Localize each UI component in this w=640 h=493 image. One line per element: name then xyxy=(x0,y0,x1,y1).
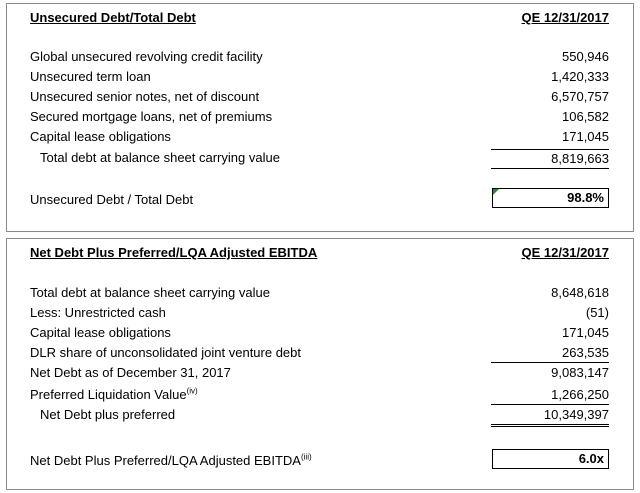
row-label: Capital lease obligations xyxy=(30,129,171,144)
ratio-row: Net Debt Plus Preferred/LQA Adjusted EBI… xyxy=(30,452,609,470)
row-value: 8,648,618 xyxy=(551,285,609,300)
cell-marker-icon xyxy=(493,189,499,195)
row-value: 9,083,147 xyxy=(551,365,609,380)
unsecured-debt-table: Unsecured Debt/Total Debt QE 12/31/2017 … xyxy=(6,3,634,232)
row-label: Preferred Liquidation Value(iv) xyxy=(30,386,198,404)
row-label: Unsecured senior notes, net of discount xyxy=(30,89,260,104)
ratio-value-box: 6.0x xyxy=(492,449,609,469)
table-row: DLR share of unconsolidated joint ventur… xyxy=(30,344,609,363)
period-header: QE 12/31/2017 xyxy=(521,245,609,260)
row-value: 106,582 xyxy=(562,109,609,124)
footnote-ref: (iii) xyxy=(300,452,312,462)
row-label: Capital lease obligations xyxy=(30,325,171,340)
net-debt-table: Net Debt Plus Preferred/LQA Adjusted EBI… xyxy=(6,238,634,490)
table-title: Unsecured Debt/Total Debt xyxy=(30,10,196,25)
ratio-value-box: 98.8% xyxy=(492,188,609,208)
total-row: Net Debt plus preferred 10,349,397 xyxy=(30,406,609,427)
ratio-label: Unsecured Debt / Total Debt xyxy=(30,192,194,207)
row-value: 6,570,757 xyxy=(551,89,609,104)
table-row: Capital lease obligations 171,045 xyxy=(30,324,609,342)
table-row: Preferred Liquidation Value(iv) 1,266,25… xyxy=(30,386,609,405)
row-label-text: Preferred Liquidation Value xyxy=(30,387,187,402)
row-label: Total debt at balance sheet carrying val… xyxy=(40,150,280,165)
row-label: Net Debt as of December 31, 2017 xyxy=(30,365,231,380)
ratio-value: 98.8% xyxy=(567,190,604,205)
ratio-label: Net Debt Plus Preferred/LQA Adjusted EBI… xyxy=(30,452,312,470)
row-label: Global unsecured revolving credit facili… xyxy=(30,49,263,64)
row-value: 171,045 xyxy=(562,325,609,340)
row-value: 1,420,333 xyxy=(551,69,609,84)
ratio-value: 6.0x xyxy=(578,451,604,466)
row-value: 171,045 xyxy=(562,129,609,144)
row-value: 550,946 xyxy=(562,49,609,64)
row-label: Net Debt plus preferred xyxy=(40,407,176,422)
ratio-row: Unsecured Debt / Total Debt xyxy=(30,191,609,209)
row-label: DLR share of unconsolidated joint ventur… xyxy=(30,345,302,360)
total-row: Total debt at balance sheet carrying val… xyxy=(30,149,609,169)
period-header: QE 12/31/2017 xyxy=(521,10,609,25)
row-label: Total debt at balance sheet carrying val… xyxy=(30,285,270,300)
table-row: Global unsecured revolving credit facili… xyxy=(30,48,609,66)
row-value: 10,349,397 xyxy=(491,406,609,427)
ratio-label-text: Net Debt Plus Preferred/LQA Adjusted EBI… xyxy=(30,453,301,468)
row-label: Secured mortgage loans, net of premiums xyxy=(30,109,273,124)
table-row: Less: Unrestricted cash (51) xyxy=(30,304,609,322)
table-title: Net Debt Plus Preferred/LQA Adjusted EBI… xyxy=(30,245,318,260)
row-label: Less: Unrestricted cash xyxy=(30,305,166,320)
row-value: 263,535 xyxy=(491,344,609,363)
table-row: Secured mortgage loans, net of premiums … xyxy=(30,108,609,126)
row-value: (51) xyxy=(585,305,609,320)
table-row: Total debt at balance sheet carrying val… xyxy=(30,284,609,302)
row-label: Unsecured term loan xyxy=(30,69,151,84)
table-row: Unsecured senior notes, net of discount … xyxy=(30,88,609,106)
row-value: 1,266,250 xyxy=(491,386,609,405)
subtotal-row: Net Debt as of December 31, 2017 9,083,1… xyxy=(30,364,609,382)
table-row: Unsecured term loan 1,420,333 xyxy=(30,68,609,86)
footnote-ref: (iv) xyxy=(186,386,198,396)
row-value: 8,819,663 xyxy=(491,149,609,169)
table-row: Capital lease obligations 171,045 xyxy=(30,128,609,146)
